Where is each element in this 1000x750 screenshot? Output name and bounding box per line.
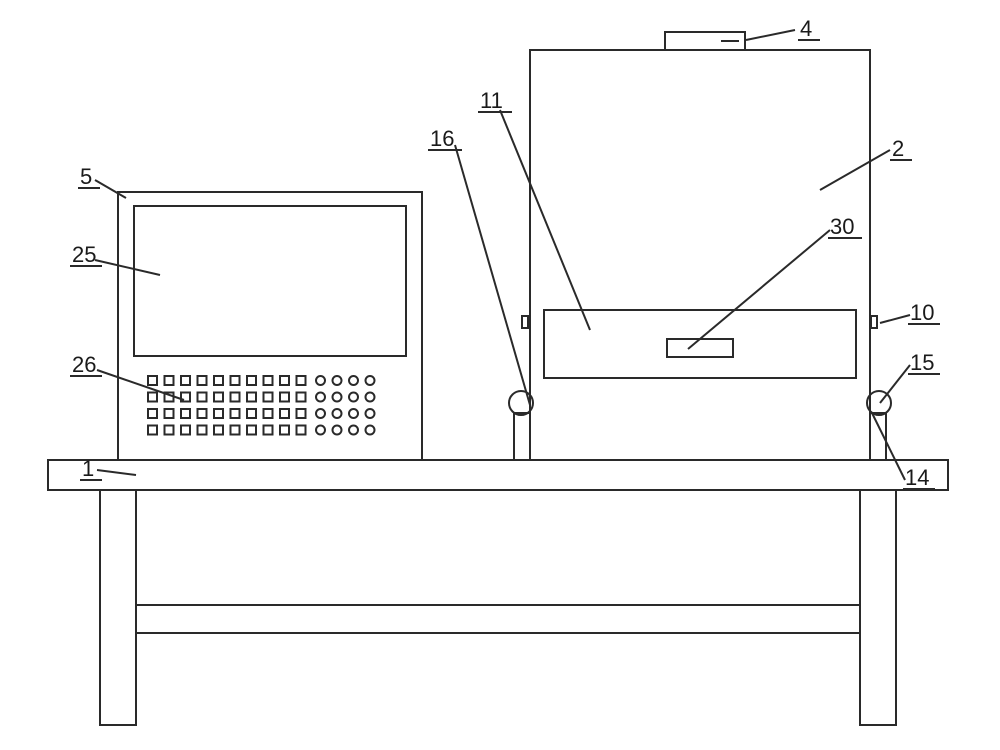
- svg-text:5: 5: [80, 164, 92, 189]
- svg-text:30: 30: [830, 214, 854, 239]
- svg-text:25: 25: [72, 242, 96, 267]
- svg-text:11: 11: [480, 88, 503, 113]
- svg-text:1: 1: [82, 456, 94, 481]
- svg-text:15: 15: [910, 350, 934, 375]
- schematic-diagram: 4 11 2 16 5 30 25 10 26 15 1 14: [0, 0, 1000, 750]
- svg-text:26: 26: [72, 352, 96, 377]
- svg-text:2: 2: [892, 136, 904, 161]
- svg-text:16: 16: [430, 126, 454, 151]
- svg-text:4: 4: [800, 16, 812, 41]
- svg-text:10: 10: [910, 300, 934, 325]
- svg-text:14: 14: [905, 465, 929, 490]
